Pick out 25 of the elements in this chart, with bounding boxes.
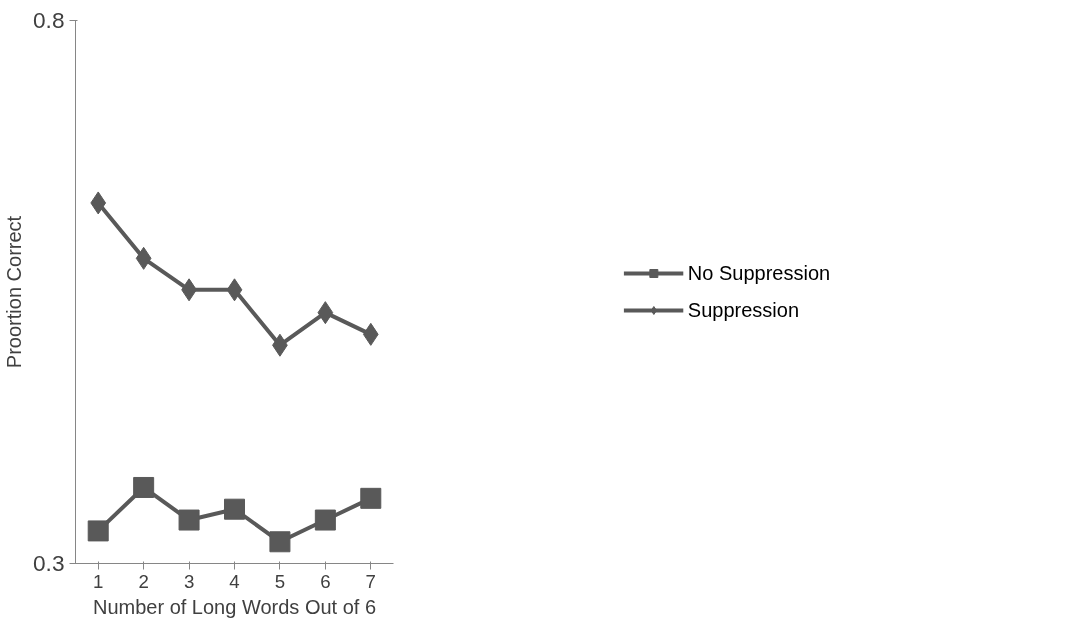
x-tick-label: 3 — [183, 570, 195, 592]
y-axis-title: Proortion Correct — [3, 215, 25, 369]
point — [178, 509, 200, 531]
x-tick-label: 6 — [320, 570, 331, 592]
point — [317, 301, 334, 325]
point — [269, 531, 291, 553]
y-tick-label: 0.3 — [33, 550, 65, 576]
legend-label: No Suppression — [687, 261, 831, 285]
x-tick-label: 2 — [138, 570, 149, 592]
point — [87, 520, 109, 542]
point — [362, 322, 379, 346]
x-tick-label: 1 — [93, 570, 104, 592]
point — [224, 498, 245, 520]
legend-label: Suppression — [687, 298, 800, 322]
x-axis-title: Number of Long Words Out of 6 — [92, 595, 377, 618]
x-tick-label: 7 — [365, 570, 376, 592]
x-tick-label: 5 — [274, 570, 286, 592]
point — [133, 476, 155, 498]
point — [314, 509, 336, 531]
y-tick-label: 0.8 — [33, 7, 65, 33]
point — [360, 487, 382, 509]
point — [90, 191, 107, 215]
point — [135, 246, 152, 270]
point — [226, 278, 243, 302]
x-tick-label: 4 — [229, 570, 240, 592]
